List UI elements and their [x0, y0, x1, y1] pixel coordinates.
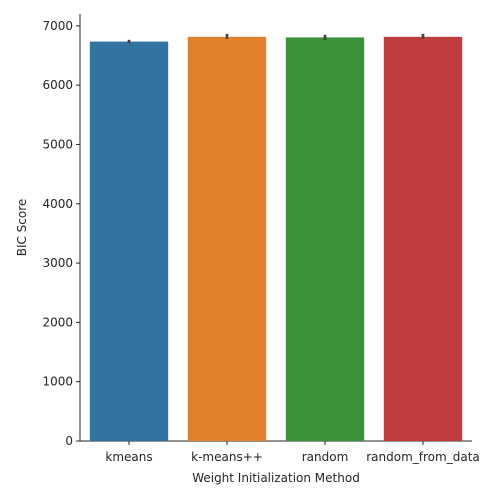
bar-kmeans	[89, 41, 169, 441]
y-tick-label: 5000	[42, 137, 73, 151]
x-tick-label: kmeans	[105, 450, 152, 464]
y-axis-label: BIC Score	[15, 199, 29, 257]
y-tick-label: 1000	[42, 375, 73, 389]
bar-random_from_data	[383, 36, 463, 441]
x-axis: kmeans k-means++ random random_from_data We…	[80, 440, 480, 485]
y-tick-label: 0	[65, 434, 73, 448]
x-tick-label: k-means++	[191, 450, 263, 464]
y-tick-label: 7000	[42, 19, 73, 33]
x-tick-label: random	[302, 450, 349, 464]
y-axis: 0 1000 2000 3000 4000 5000 6000 7000 BIC Score	[15, 14, 81, 448]
y-tick-label: 2000	[42, 315, 73, 329]
x-tick-label: random_from_data	[366, 450, 480, 464]
y-tick-label: 3000	[42, 256, 73, 270]
y-tick-label: 6000	[42, 78, 73, 92]
x-ticks: kmeans k-means++ random random_from_data	[105, 441, 480, 464]
error-bars	[127, 33, 425, 44]
bar-k-means++	[187, 36, 267, 441]
bar-random	[285, 37, 365, 442]
y-ticks: 0 1000 2000 3000 4000 5000 6000 7000	[42, 19, 80, 448]
x-axis-label: Weight Initialization Method	[192, 471, 360, 485]
bars	[89, 36, 463, 442]
y-tick-label: 4000	[42, 197, 73, 211]
